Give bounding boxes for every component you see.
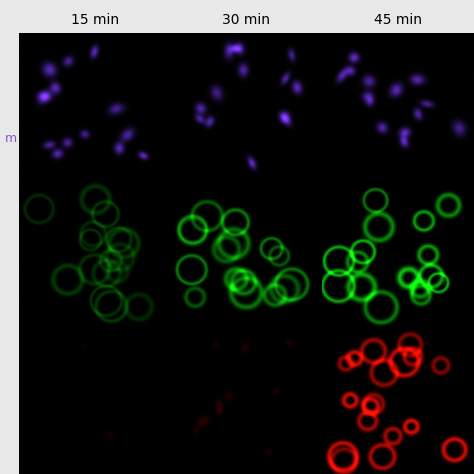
Text: m: m <box>5 132 18 146</box>
Text: 30 min: 30 min <box>222 13 271 27</box>
Text: 45 min: 45 min <box>374 13 422 27</box>
Text: 15 min: 15 min <box>71 13 119 27</box>
